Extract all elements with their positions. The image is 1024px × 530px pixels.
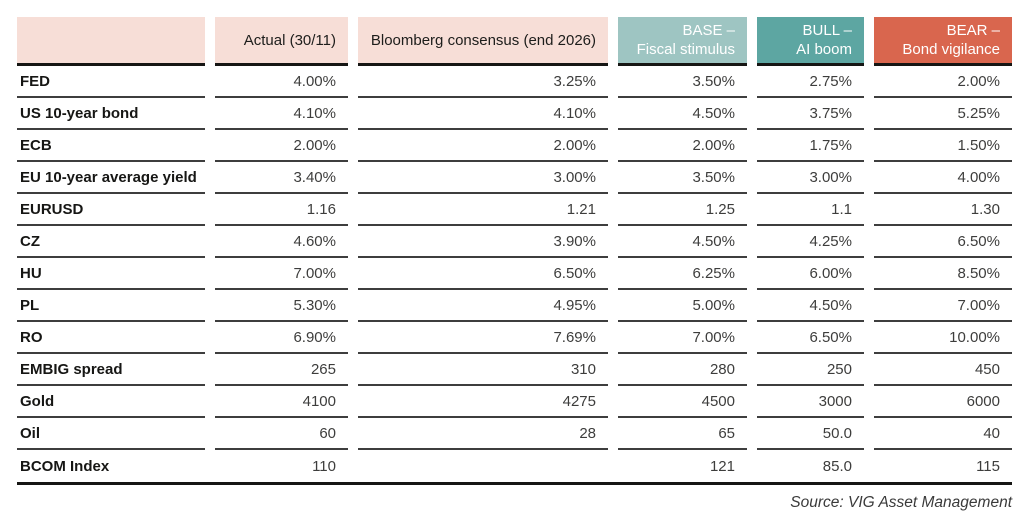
header-bull-line2: AI boom [796,41,852,58]
cell-value: 110 [312,457,336,475]
header-base-scenario: BASE – Fiscal stimulus [618,17,747,66]
cell-value: 3.40% [215,162,348,194]
row-label: EU 10-year average yield [17,162,205,194]
cell-value: 7.00% [215,258,348,290]
cell-value: 4.25% [757,226,864,258]
cell-value: 265 [215,354,348,386]
cell-value: 5.00% [618,290,747,322]
forecast-table-page: Actual (30/11) Bloomberg consensus (end … [17,17,1012,511]
cell-value: 4.50% [757,290,864,322]
cell-value: 4.00% [215,66,348,98]
cell-value: 10.00% [874,322,1012,354]
cell-value: 3.00% [358,162,608,194]
forecast-table: Actual (30/11) Bloomberg consensus (end … [17,17,1012,482]
cell-value: 3000 [757,386,864,418]
cell-value: 1.30 [874,194,1012,226]
cell-value: 4275 [358,386,608,418]
source-caption: Source: VIG Asset Management [790,494,1012,511]
cell-value: 121 [709,457,735,475]
cell-value: 4.95% [358,290,608,322]
row-label: RO [17,322,205,354]
cell-value: 6.50% [874,226,1012,258]
header-bloomberg-consensus: Bloomberg consensus (end 2026) [358,17,608,66]
cell-value: 2.00% [874,66,1012,98]
cell-value: 5.30% [215,290,348,322]
table-bottom-rule [17,482,1012,485]
header-empty-cell [17,17,205,66]
cell-value: 1.50% [874,130,1012,162]
cell-value: 2.00% [215,130,348,162]
header-bear-line1: BEAR – [946,22,1000,39]
cell-value: 450 [874,354,1012,386]
cell-value: 7.00% [874,290,1012,322]
cell-value: 3.90% [358,226,608,258]
cell-value: 6.90% [215,322,348,354]
cell-value: 1.75% [757,130,864,162]
header-actual: Actual (30/11) [215,17,348,66]
cell-value [358,450,608,482]
cell-value: 3.00% [757,162,864,194]
header-bull-scenario: BULL – AI boom [757,17,864,66]
cell-value: 1.16 [215,194,348,226]
cell-value: 6.00% [757,258,864,290]
cell-value: 50.0 [757,418,864,450]
cell-value: 2.00% [358,130,608,162]
cell-value: 2.00% [618,130,747,162]
cell-value: 4100 [215,386,348,418]
cell-value: 4500 [618,386,747,418]
cell-value: 6.50% [358,258,608,290]
cell-value: 5.25% [874,98,1012,130]
header-base-line2: Fiscal stimulus [636,41,735,58]
row-label: US 10-year bond [17,98,205,130]
cell-value: 250 [757,354,864,386]
cell-value: 3.50% [618,162,747,194]
cell-value: 6.25% [618,258,747,290]
row-label: Oil [17,418,205,450]
cell-value: 1.25 [618,194,747,226]
cell-value: 2.75% [757,66,864,98]
cell-value: 3.75% [757,98,864,130]
cell-value: 6.50% [757,322,864,354]
cell-value: 4.50% [618,98,747,130]
row-label: CZ [17,226,205,258]
cell-value: 4.60% [215,226,348,258]
cell-value: 4.10% [358,98,608,130]
header-bull-line1: BULL – [802,22,852,39]
cell-value: 4.00% [874,162,1012,194]
cell-value: 3.25% [358,66,608,98]
cell-value: 8.50% [874,258,1012,290]
row-label: HU [17,258,205,290]
cell-value: 310 [358,354,608,386]
row-label: EURUSD [17,194,205,226]
header-bear-scenario: BEAR – Bond vigilance [874,17,1012,66]
cell-value: 1.21 [358,194,608,226]
row-label: BCOM Index [20,457,110,475]
cell-value: 280 [618,354,747,386]
row-label: FED [17,66,205,98]
cell-value: 1.1 [757,194,864,226]
header-bear-line2: Bond vigilance [902,41,1000,58]
cell-value: 6000 [874,386,1012,418]
cell-value: 4.10% [215,98,348,130]
cell-value: 7.69% [358,322,608,354]
cell-value: 3.50% [618,66,747,98]
cell-value: 85.0 [822,457,852,475]
cell-value: 60 [215,418,348,450]
cell-value: 7.00% [618,322,747,354]
cell-value: 28 [358,418,608,450]
cell-value: 4.50% [618,226,747,258]
row-label: EMBIG spread [17,354,205,386]
row-label: PL [17,290,205,322]
row-label: Gold [17,386,205,418]
header-base-line1: BASE – [682,22,735,39]
cell-value: 65 [618,418,747,450]
cell-value: 40 [874,418,1012,450]
cell-value: 115 [976,457,1000,475]
row-label: ECB [17,130,205,162]
